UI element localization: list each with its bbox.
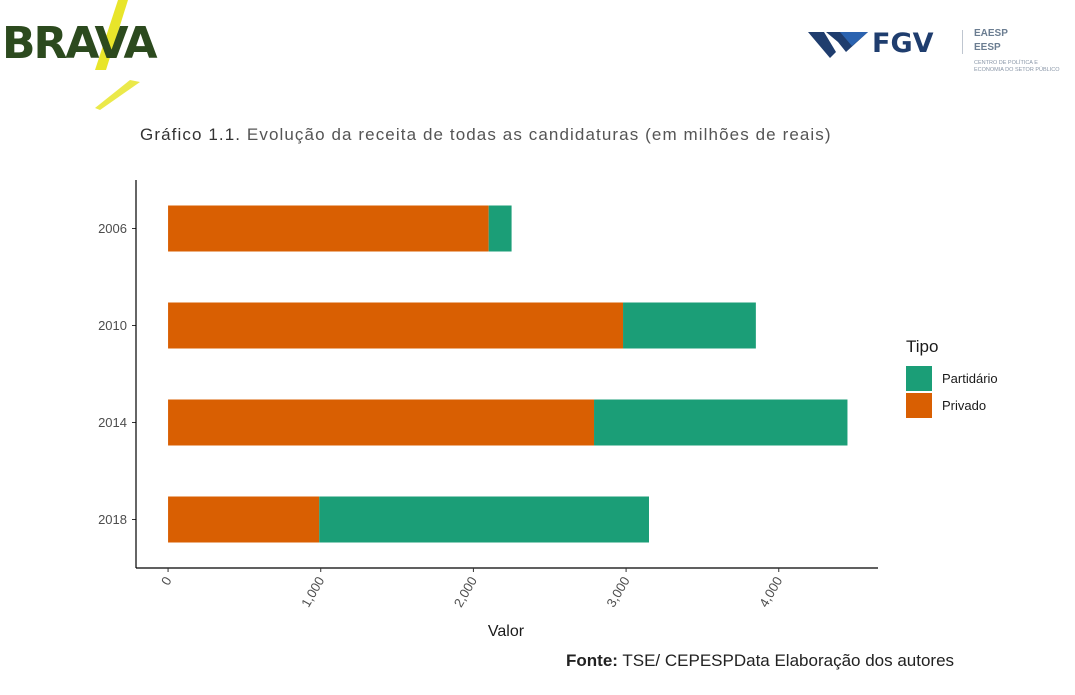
- x-tick-label-1000: 1,000: [298, 574, 327, 610]
- legend-label-privado: Privado: [942, 398, 987, 413]
- y-tick-label-2010: 2010: [98, 318, 127, 333]
- brava-wordmark: BRAVA: [2, 18, 158, 69]
- chart-legend: Tipo Partidário Privado: [906, 337, 1026, 419]
- bar-privado-2010: [168, 302, 624, 349]
- bar-partidrio-2010: [623, 302, 756, 349]
- fgv-divider: [962, 30, 963, 54]
- fgv-units: EAESP EESP: [974, 27, 1008, 55]
- bars-layer: [168, 205, 848, 543]
- x-tick-label-2000: 2,000: [451, 574, 480, 610]
- legend-title: Tipo: [906, 337, 939, 356]
- y-tick-label-2014: 2014: [98, 415, 127, 430]
- fgv-wordmark: FGV: [872, 28, 934, 59]
- x-tick-label-0: 0: [158, 574, 175, 588]
- fgv-unit-eaesp: EAESP: [974, 28, 1008, 39]
- chart-title-lead: Gráfico 1.1.: [140, 125, 242, 144]
- legend-label-partidario: Partidário: [942, 371, 998, 386]
- fgv-subtitle: Centro de Política e Economia do Setor P…: [974, 60, 1060, 73]
- legend-swatch-privado: [906, 393, 932, 418]
- brava-logo: BRAVA: [0, 0, 160, 112]
- bar-partidrio-2006: [488, 205, 512, 252]
- bar-privado-2018: [168, 496, 320, 543]
- axes-layer: 2006 2010 2014 2018 0 1,000 2,000 3,000 4,000: [98, 180, 878, 610]
- legend-swatch-partidario: [906, 366, 932, 391]
- bar-privado-2014: [168, 399, 595, 446]
- x-tick-label-3000: 3,000: [603, 574, 632, 610]
- y-tick-label-2018: 2018: [98, 512, 127, 527]
- legend-item-partidario: Partidário: [906, 365, 1026, 392]
- bar-partidrio-2014: [594, 399, 848, 446]
- fgv-unit-eesp: EESP: [974, 42, 1001, 53]
- bar-privado-2006: [168, 205, 489, 252]
- brava-logo-mark: [95, 0, 140, 110]
- chart-title: Gráfico 1.1. Evolução da receita de toda…: [140, 125, 832, 145]
- source-label: Fonte:: [566, 651, 618, 670]
- chart-title-text: Evolução da receita de todas as candidat…: [246, 125, 832, 144]
- fgv-logo-mark: [808, 32, 868, 58]
- bar-partidrio-2018: [319, 496, 649, 543]
- fgv-logo: FGV EAESP EESP Centro de Política e Econ…: [806, 24, 1066, 94]
- x-axis-title: Valor: [488, 623, 525, 640]
- legend-item-privado: Privado: [906, 392, 1026, 419]
- chart-source: Fonte: TSE/ CEPESPData Elaboração dos au…: [566, 651, 954, 671]
- source-text: TSE/ CEPESPData Elaboração dos autores: [622, 651, 955, 670]
- x-tick-label-4000: 4,000: [756, 574, 785, 610]
- y-tick-label-2006: 2006: [98, 221, 127, 236]
